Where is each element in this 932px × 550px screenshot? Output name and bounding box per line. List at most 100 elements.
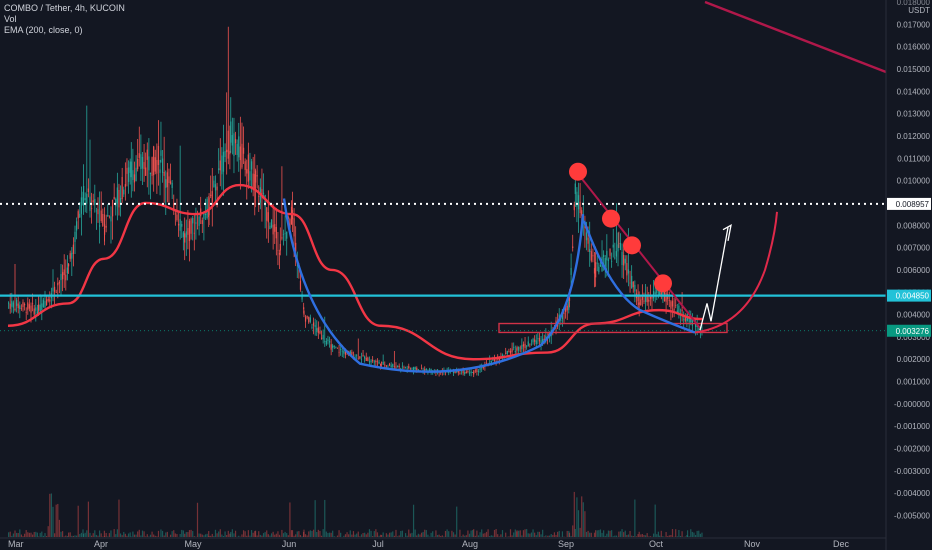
volume-bar — [187, 532, 189, 537]
volume-bar — [8, 532, 10, 537]
candle-body — [118, 189, 120, 208]
volume-bar — [219, 529, 221, 537]
candle-body — [173, 203, 175, 210]
candle-body — [211, 191, 213, 203]
candle-body — [86, 193, 88, 204]
volume-bar — [62, 531, 64, 537]
volume-bar — [490, 535, 492, 537]
volume-bar — [25, 530, 27, 537]
candle-body — [665, 292, 667, 302]
volume-bar — [166, 531, 168, 537]
candle-body — [210, 194, 212, 196]
volume-bar — [275, 533, 277, 537]
volume-bar — [306, 535, 308, 537]
volume-bar — [157, 530, 160, 537]
volume-bar — [200, 533, 202, 537]
candle-body — [129, 161, 131, 173]
volume-bar — [472, 530, 474, 537]
volume-bar — [590, 532, 592, 537]
candle-body — [393, 366, 395, 367]
candle-body — [398, 365, 400, 368]
volume-bar — [33, 531, 35, 537]
volume-bar — [84, 532, 86, 537]
candle-body — [216, 186, 218, 191]
volume-bar — [686, 530, 689, 537]
volume-bar — [291, 530, 294, 537]
candle-body — [479, 367, 481, 370]
candle-body — [165, 179, 167, 188]
volume-bar — [47, 526, 49, 537]
candle-body — [193, 232, 195, 234]
candle-body — [573, 204, 575, 211]
legend-volume[interactable]: Vol — [4, 14, 17, 24]
candle-body — [171, 182, 173, 188]
candle-body — [148, 156, 150, 171]
candle-body — [467, 371, 469, 372]
volume-bar — [57, 503, 59, 537]
volume-bar — [570, 535, 572, 537]
candle-body — [69, 253, 71, 259]
candle-body — [524, 343, 526, 349]
volume-bar — [372, 536, 374, 537]
candle-body — [19, 305, 21, 310]
volume-bar — [598, 530, 600, 537]
volume-bar — [278, 534, 281, 537]
candle-body — [538, 337, 541, 342]
volume-bar — [250, 530, 253, 537]
candle-body — [368, 361, 371, 363]
volume-bar — [414, 529, 416, 537]
candle-body — [309, 317, 311, 322]
volume-bar — [364, 532, 366, 537]
candle-body — [527, 341, 529, 347]
volume-bar — [274, 534, 276, 537]
candle-body — [592, 255, 594, 257]
volume-bar — [618, 531, 620, 537]
trendline-marker — [623, 236, 641, 255]
projected-cup-curve — [694, 211, 778, 334]
volume-bar — [210, 535, 212, 537]
candle-body — [698, 328, 700, 330]
volume-bar — [495, 529, 497, 537]
candle-body — [137, 158, 139, 170]
candle-body — [684, 317, 686, 322]
candle-body — [239, 146, 241, 161]
volume-bar — [604, 535, 606, 537]
volume-bar — [42, 535, 44, 537]
candle-body — [299, 280, 302, 290]
candle-body — [159, 169, 161, 173]
candle-body — [388, 363, 391, 366]
legend-indicator[interactable]: EMA (200, close, 0) — [4, 25, 83, 35]
volume-bar — [132, 531, 134, 537]
volume-bar — [343, 535, 345, 537]
volume-bar — [113, 529, 115, 537]
volume-bar — [319, 530, 321, 537]
volume-bar — [303, 531, 305, 537]
volume-bar — [324, 499, 326, 537]
candle-body — [275, 227, 277, 239]
volume-bar — [312, 529, 315, 537]
candle-body — [138, 153, 140, 158]
volume-bar — [611, 530, 613, 537]
volume-bar — [535, 535, 537, 537]
candle-body — [100, 210, 102, 222]
volume-bar — [631, 535, 633, 537]
candle-body — [256, 175, 258, 177]
volume-bar — [464, 535, 466, 537]
volume-bar — [378, 535, 380, 537]
volume-bar — [390, 532, 392, 537]
candle-body — [151, 157, 153, 176]
candle-body — [328, 341, 331, 343]
candle-body — [190, 218, 192, 234]
volume-bar — [460, 536, 463, 537]
candle-body — [176, 214, 178, 221]
volume-bar — [487, 529, 489, 537]
candle-body — [132, 170, 134, 181]
volume-bar — [601, 532, 603, 537]
candle-body — [47, 299, 49, 301]
candle-body — [92, 200, 94, 203]
volume-bar — [54, 533, 56, 537]
legend-symbol[interactable]: COMBO / Tether, 4h, KUCOIN — [4, 3, 125, 13]
candle-body — [336, 347, 339, 349]
x-tick-label: Sep — [558, 539, 574, 549]
